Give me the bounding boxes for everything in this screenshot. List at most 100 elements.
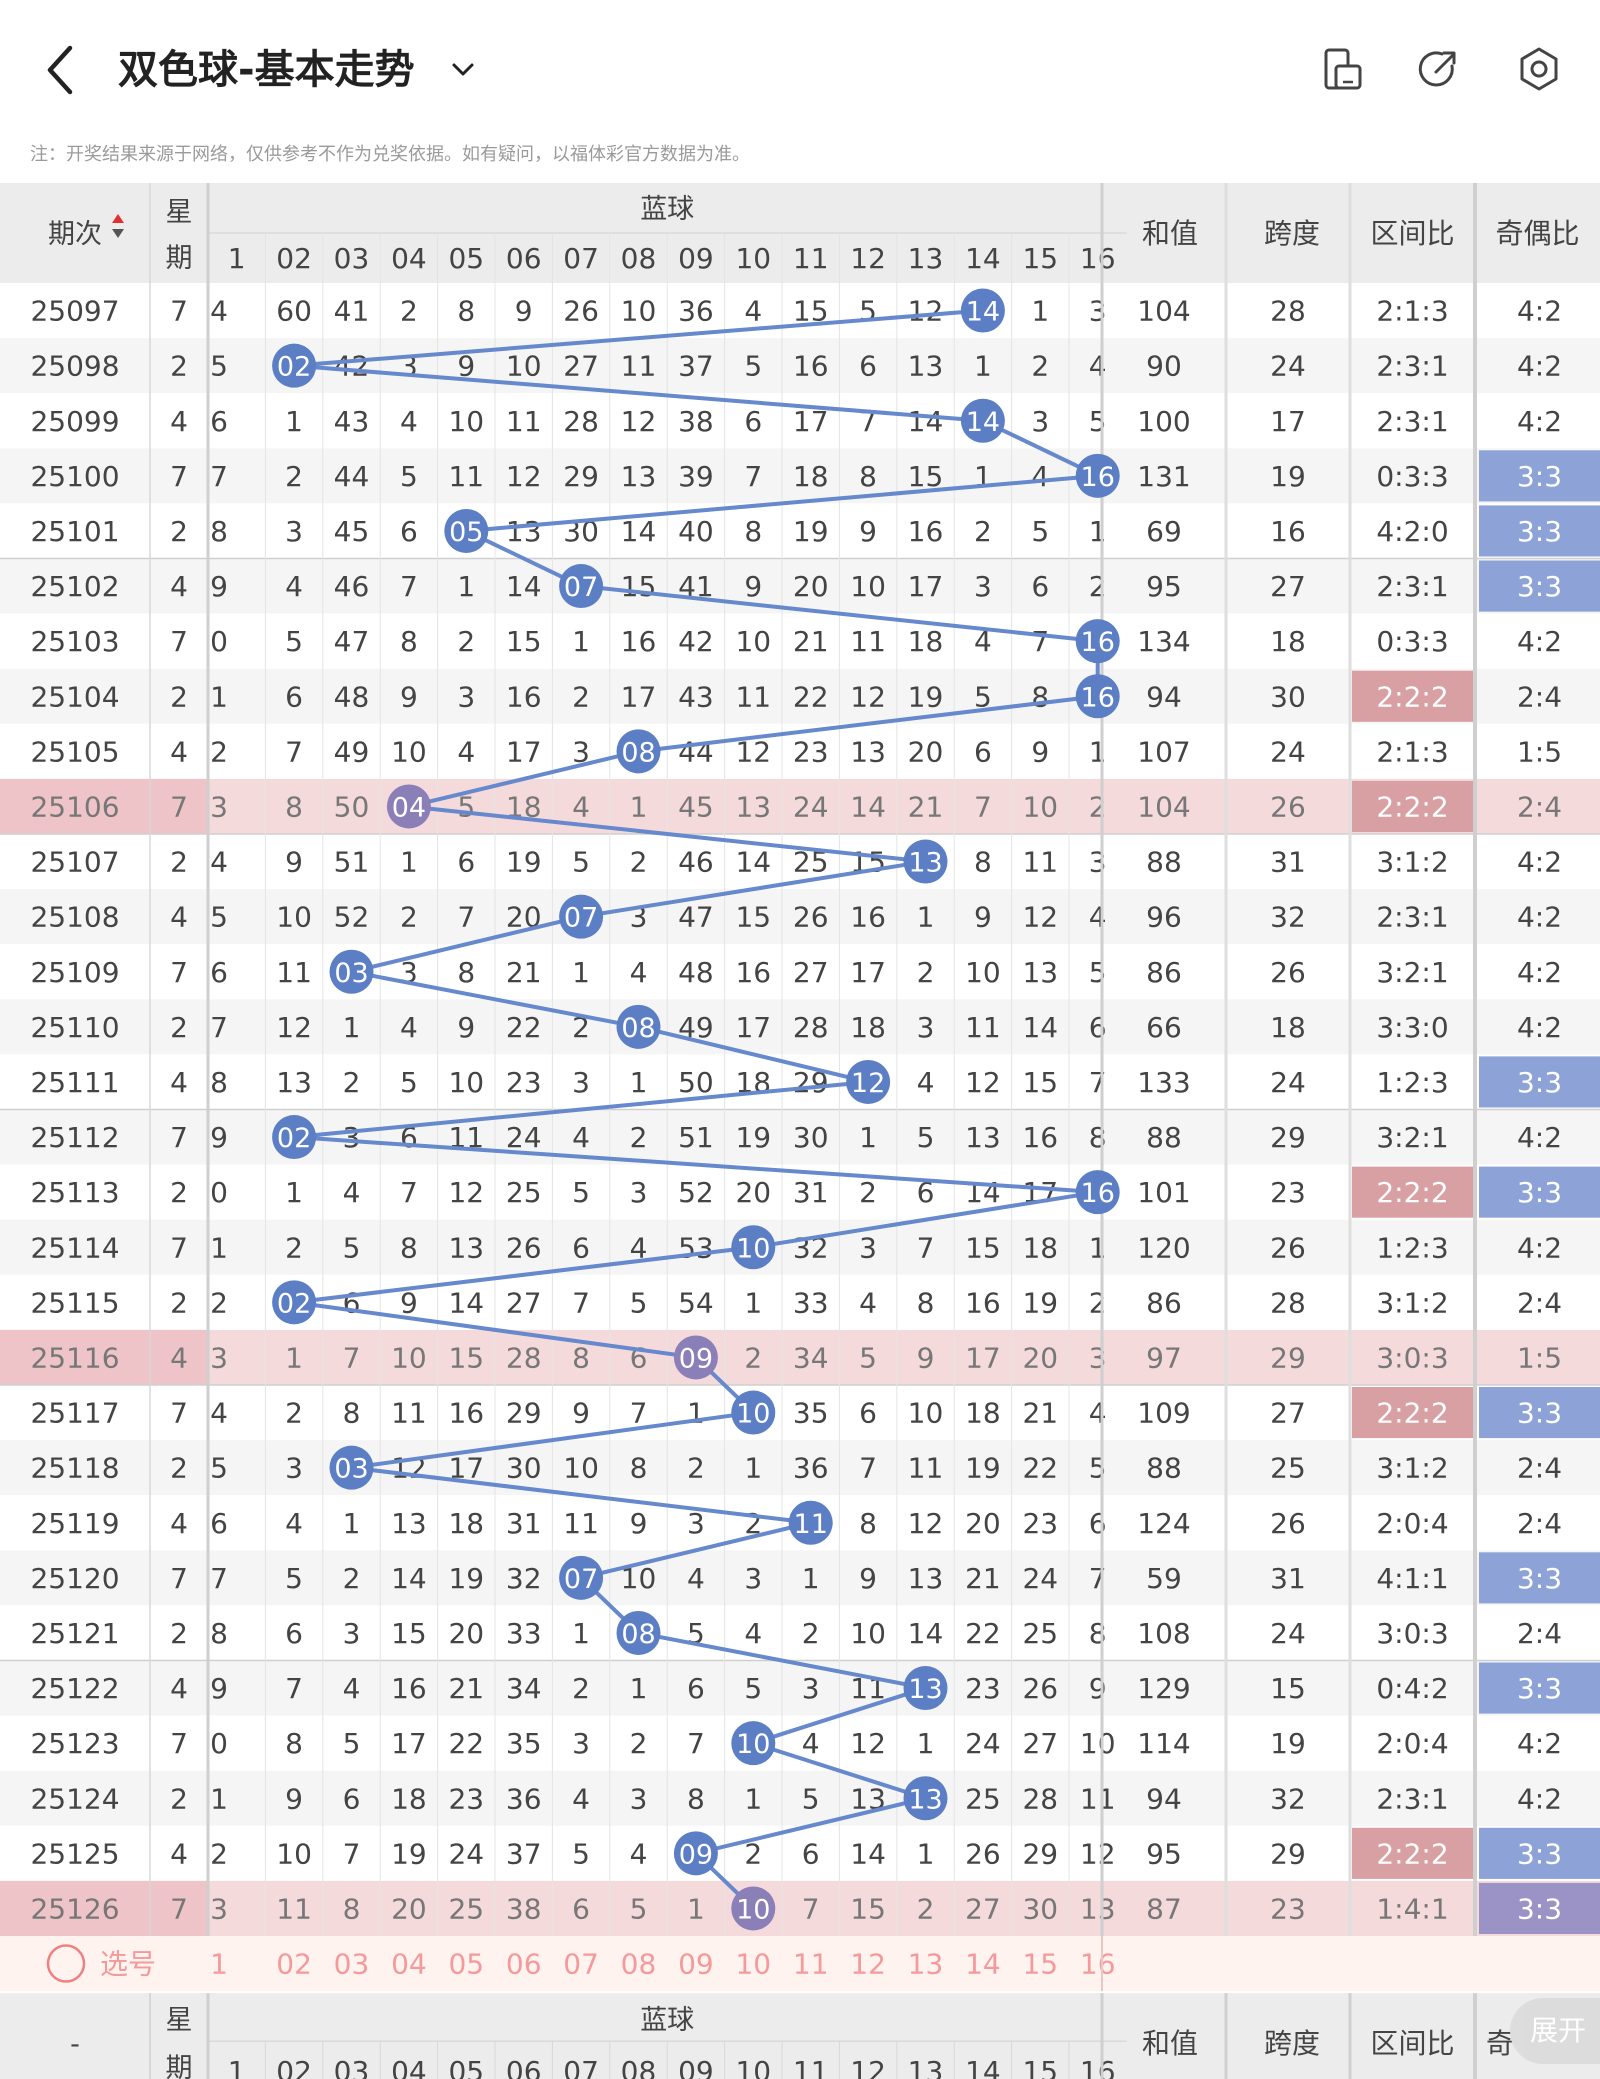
table-row[interactable] xyxy=(0,613,1600,669)
blue-cell: 10 xyxy=(965,956,1001,989)
blue-cell: 44 xyxy=(334,460,370,493)
share-icon[interactable] xyxy=(1414,44,1464,94)
header-period[interactable]: 期次 xyxy=(48,219,102,250)
row-zone: 4:1:1 xyxy=(1376,1562,1448,1595)
pick-number-02[interactable]: 02 xyxy=(276,1948,312,1981)
table-row[interactable] xyxy=(0,999,1600,1055)
blue-cell: 10 xyxy=(391,1341,427,1374)
table-row[interactable] xyxy=(0,944,1600,1000)
pick-number-12[interactable]: 12 xyxy=(850,1948,886,1981)
blue-ball-number: 09 xyxy=(679,1343,713,1374)
blue-cell: 7 xyxy=(572,1286,590,1319)
blue-cell: 13 xyxy=(1080,1892,1116,1925)
blue-cell: 6 xyxy=(802,1837,820,1870)
expand-button[interactable]: 展开 xyxy=(1510,1998,1600,2064)
blue-cell: 53 xyxy=(678,1231,714,1264)
blue-ball xyxy=(386,784,431,829)
table-row[interactable] xyxy=(0,1274,1600,1330)
table-row[interactable] xyxy=(0,1660,1600,1716)
footer-blue-05: 05 xyxy=(448,2055,484,2079)
table-row[interactable] xyxy=(0,1880,1600,1936)
table-row[interactable] xyxy=(0,1770,1600,1826)
pick-number-05[interactable]: 05 xyxy=(448,1948,484,1981)
table-row[interactable] xyxy=(0,503,1600,559)
blue-cell: 21 xyxy=(506,956,542,989)
row-weekday: 7 xyxy=(170,956,188,989)
sort-down-icon[interactable] xyxy=(112,229,124,238)
table-row[interactable] xyxy=(0,1109,1600,1165)
table-row[interactable] xyxy=(0,1164,1600,1220)
row-span: 19 xyxy=(1270,1727,1306,1760)
blue-cell: 8 xyxy=(687,1782,705,1815)
blue-cell: 43 xyxy=(334,405,370,438)
table-row[interactable] xyxy=(0,1715,1600,1771)
blue-cell: 2 xyxy=(572,1672,590,1705)
row-weekday: 2 xyxy=(170,1782,188,1815)
row-span: 24 xyxy=(1270,735,1306,768)
blue-cell: 13 xyxy=(1022,956,1058,989)
blue-cell: 8 xyxy=(210,515,228,548)
blue-cell: 7 xyxy=(343,1837,361,1870)
table-row[interactable] xyxy=(0,1605,1600,1661)
pick-radio[interactable] xyxy=(46,1944,86,1983)
blue-cell: 8 xyxy=(1031,680,1049,713)
blue-cell: 9 xyxy=(744,570,762,603)
table-row[interactable] xyxy=(0,393,1600,449)
table-row[interactable] xyxy=(0,1385,1600,1441)
table-row[interactable] xyxy=(0,1219,1600,1275)
row-period: 25121 xyxy=(30,1617,119,1650)
table-row[interactable] xyxy=(0,283,1600,339)
row-period: 25116 xyxy=(30,1341,119,1374)
blue-cell: 29 xyxy=(506,1397,542,1430)
pick-number-13[interactable]: 13 xyxy=(908,1948,944,1981)
table-row[interactable] xyxy=(0,448,1600,504)
pick-number-15[interactable]: 15 xyxy=(1022,1948,1058,1981)
table-row[interactable] xyxy=(0,1825,1600,1881)
pick-label[interactable]: 选号 xyxy=(100,1948,156,1981)
row-span: 24 xyxy=(1270,350,1306,383)
blue-cell: 5 xyxy=(400,1066,418,1099)
blue-ball-number: 13 xyxy=(908,1674,942,1705)
row-weekday: 7 xyxy=(170,1397,188,1430)
sort-up-icon[interactable] xyxy=(112,214,124,223)
pick-number-07[interactable]: 07 xyxy=(563,1948,599,1981)
table-row[interactable] xyxy=(0,338,1600,394)
pick-number-08[interactable]: 08 xyxy=(621,1948,657,1981)
back-arrow-icon[interactable] xyxy=(40,40,84,100)
pick-number-03[interactable]: 03 xyxy=(334,1948,370,1981)
settings-icon[interactable] xyxy=(1514,44,1564,94)
table-row[interactable] xyxy=(0,1550,1600,1606)
blue-cell: 4 xyxy=(572,1782,590,1815)
blue-cell: 42 xyxy=(678,625,714,658)
pick-number-11[interactable]: 11 xyxy=(793,1948,829,1981)
blue-cell: 5 xyxy=(343,1727,361,1760)
pick-number-04[interactable]: 04 xyxy=(391,1948,427,1981)
pick-number-14[interactable]: 14 xyxy=(965,1948,1001,1981)
row-span: 16 xyxy=(1270,515,1306,548)
blue-cell: 6 xyxy=(687,1672,705,1705)
row-span: 27 xyxy=(1270,570,1306,603)
blue-ball-number: 16 xyxy=(1081,1178,1115,1209)
blue-cell: 27 xyxy=(506,1286,542,1319)
blue-cell: 8 xyxy=(859,1507,877,1540)
table-row[interactable] xyxy=(0,778,1600,834)
table-row[interactable] xyxy=(0,1329,1600,1385)
blue-ball xyxy=(444,508,489,553)
chevron-down-icon[interactable] xyxy=(448,50,478,90)
blue-cell: 1 xyxy=(1089,735,1107,768)
table-row[interactable] xyxy=(0,668,1600,724)
blue-ball xyxy=(960,398,1005,443)
pick-number-16[interactable]: 16 xyxy=(1080,1948,1116,1981)
pick-number-09[interactable]: 09 xyxy=(678,1948,714,1981)
table-row[interactable] xyxy=(0,1440,1600,1496)
table-row[interactable] xyxy=(0,558,1600,614)
device-switch-icon[interactable] xyxy=(1318,44,1368,94)
blue-cell: 2 xyxy=(210,735,228,768)
pick-number-06[interactable]: 06 xyxy=(506,1948,542,1981)
blue-cell: 12 xyxy=(1080,1837,1116,1870)
table-row[interactable] xyxy=(0,889,1600,945)
row-span: 32 xyxy=(1270,1782,1306,1815)
pick-number-1[interactable]: 1 xyxy=(210,1948,228,1981)
pick-number-10[interactable]: 10 xyxy=(735,1948,771,1981)
footer-blue-10: 10 xyxy=(735,2055,771,2079)
